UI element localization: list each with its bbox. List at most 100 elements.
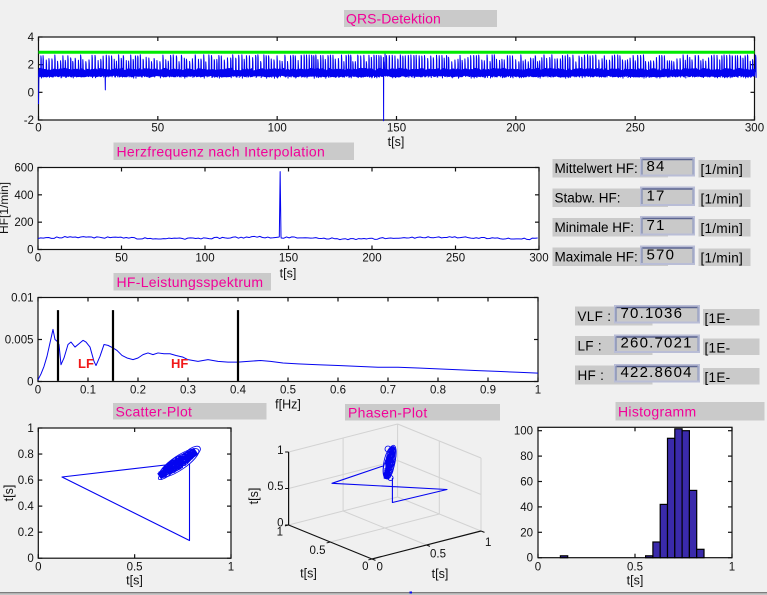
svg-text:0: 0 <box>27 245 33 257</box>
svg-text:200: 200 <box>362 253 381 265</box>
svg-text:200: 200 <box>506 123 525 135</box>
svg-text:40: 40 <box>520 502 533 514</box>
svg-text:0: 0 <box>35 253 41 265</box>
svg-text:0: 0 <box>535 562 541 574</box>
svg-text:100: 100 <box>514 426 533 438</box>
svg-text:-2: -2 <box>24 115 34 127</box>
svg-text:80: 80 <box>520 451 533 463</box>
svg-text:[1/min]: [1/min] <box>701 162 744 177</box>
svg-text:200: 200 <box>14 217 33 229</box>
svg-text:Minimale HF:: Minimale HF: <box>555 220 635 235</box>
svg-text:570: 570 <box>647 247 676 264</box>
svg-text:0.5: 0.5 <box>268 481 284 493</box>
svg-text:HF-Leistungsspektrum: HF-Leistungsspektrum <box>117 274 264 290</box>
svg-text:0.8: 0.8 <box>430 385 446 397</box>
svg-text:300: 300 <box>745 123 764 135</box>
svg-text:0.5: 0.5 <box>627 562 643 574</box>
svg-text:0.5: 0.5 <box>430 549 446 561</box>
svg-text:Phasen-Plot: Phasen-Plot <box>348 405 428 421</box>
svg-text:Scatter-Plot: Scatter-Plot <box>116 404 193 420</box>
svg-text:HF :: HF : <box>578 368 605 383</box>
svg-text:0.1: 0.1 <box>80 385 96 397</box>
svg-text:0.4: 0.4 <box>18 501 35 513</box>
svg-text:1: 1 <box>277 445 283 457</box>
svg-text:0: 0 <box>35 123 41 135</box>
svg-text:0: 0 <box>527 553 533 565</box>
svg-text:Mittelwert HF:: Mittelwert HF: <box>555 161 638 176</box>
svg-text:t[s]: t[s] <box>627 574 644 588</box>
svg-text:QRS-Detektion: QRS-Detektion <box>346 11 441 27</box>
svg-text:1: 1 <box>228 562 234 574</box>
svg-text:300: 300 <box>529 253 548 265</box>
svg-text:0.9: 0.9 <box>480 385 496 397</box>
svg-text:t[s]: t[s] <box>2 485 16 502</box>
svg-text:HF[1/min]: HF[1/min] <box>0 182 11 234</box>
svg-text:[1E-: [1E- <box>705 341 731 356</box>
svg-text:LF :: LF : <box>578 339 602 354</box>
svg-text:0: 0 <box>277 518 283 530</box>
svg-text:150: 150 <box>279 253 298 265</box>
svg-text:[1/min]: [1/min] <box>701 221 744 236</box>
svg-text:20: 20 <box>520 527 533 539</box>
svg-text:[1/min]: [1/min] <box>701 192 744 207</box>
svg-text:1: 1 <box>535 385 541 397</box>
svg-text:t[s]: t[s] <box>300 567 317 581</box>
svg-text:0.8: 0.8 <box>18 449 34 461</box>
svg-text:0.4: 0.4 <box>230 385 247 397</box>
svg-text:70.1036: 70.1036 <box>621 305 684 322</box>
svg-text:0: 0 <box>35 562 41 574</box>
svg-text:HF: HF <box>171 356 188 371</box>
svg-text:t[s]: t[s] <box>126 574 143 588</box>
svg-text:0.5: 0.5 <box>310 545 326 557</box>
svg-text:0: 0 <box>362 561 368 573</box>
svg-text:Herzfrequenz nach Interpolatio: Herzfrequenz nach Interpolation <box>117 144 326 160</box>
svg-text:100: 100 <box>195 253 214 265</box>
svg-text:VLF :: VLF : <box>578 309 612 324</box>
svg-text:50: 50 <box>115 253 128 265</box>
svg-text:600: 600 <box>14 163 33 175</box>
svg-text:0.005: 0.005 <box>5 335 34 347</box>
svg-text:84: 84 <box>647 158 666 175</box>
svg-text:1: 1 <box>27 423 33 435</box>
svg-text:t[s]: t[s] <box>432 567 449 581</box>
svg-text:0.6: 0.6 <box>330 385 346 397</box>
svg-text:0: 0 <box>28 87 34 99</box>
svg-text:0: 0 <box>27 553 33 565</box>
svg-text:t[s]: t[s] <box>247 488 261 505</box>
svg-text:Histogramm: Histogramm <box>618 404 696 420</box>
svg-text:60: 60 <box>520 477 533 489</box>
svg-text:250: 250 <box>626 123 645 135</box>
svg-text:[1E-: [1E- <box>705 370 731 385</box>
svg-text:0.3: 0.3 <box>180 385 196 397</box>
svg-text:71: 71 <box>647 217 666 234</box>
svg-text:50: 50 <box>151 123 164 135</box>
svg-text:0.01: 0.01 <box>11 293 33 305</box>
svg-text:422.8604: 422.8604 <box>621 364 693 381</box>
svg-text:1: 1 <box>277 527 283 539</box>
svg-text:0: 0 <box>27 377 33 389</box>
svg-text:f[Hz]: f[Hz] <box>275 398 301 412</box>
svg-text:[1/min]: [1/min] <box>701 251 744 266</box>
svg-text:0: 0 <box>35 385 41 397</box>
svg-text:Maximale HF:: Maximale HF: <box>555 250 638 265</box>
svg-text:Stabw. HF:: Stabw. HF: <box>555 191 621 206</box>
svg-text:t[s]: t[s] <box>388 135 405 149</box>
svg-text:250: 250 <box>446 253 465 265</box>
svg-text:0.7: 0.7 <box>380 385 396 397</box>
svg-text:260.7021: 260.7021 <box>621 335 693 352</box>
svg-text:0.5: 0.5 <box>280 385 296 397</box>
svg-text:1: 1 <box>729 562 735 574</box>
svg-text:t[s]: t[s] <box>280 267 297 281</box>
svg-text:100: 100 <box>268 123 287 135</box>
svg-text:17: 17 <box>647 188 666 205</box>
svg-text:0.2: 0.2 <box>18 527 34 539</box>
svg-text:1: 1 <box>485 537 491 549</box>
svg-text:0.5: 0.5 <box>127 562 143 574</box>
svg-text:2: 2 <box>28 60 34 72</box>
svg-text:0.2: 0.2 <box>130 385 146 397</box>
svg-text:4: 4 <box>28 32 35 44</box>
svg-text:0: 0 <box>377 562 383 574</box>
svg-text:150: 150 <box>387 123 406 135</box>
svg-text:[1E-: [1E- <box>705 311 731 326</box>
svg-text:LF: LF <box>78 356 94 371</box>
